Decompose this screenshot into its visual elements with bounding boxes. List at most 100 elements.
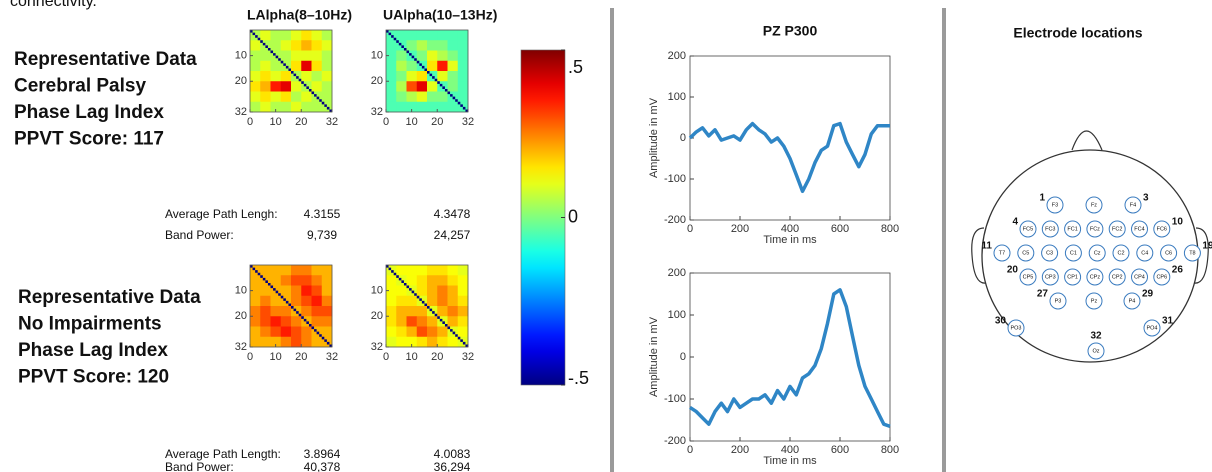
heatmap-cell <box>427 91 438 103</box>
heatmap-cell <box>416 326 428 338</box>
electrode <box>1136 244 1154 262</box>
electrode-label: FC4 <box>1134 226 1144 232</box>
heatmap-cell <box>396 60 407 72</box>
group-label: Phase Lag Index <box>14 102 164 123</box>
stat-value: 9,739 <box>307 228 337 242</box>
ear <box>1193 227 1209 284</box>
heatmap-cell <box>427 30 438 41</box>
heatmap-cell <box>280 101 292 113</box>
heatmap-cell <box>260 265 271 276</box>
heatmap-cell <box>301 50 312 62</box>
heatmap-cell <box>457 71 469 82</box>
x-tick-label: 32 <box>326 351 338 363</box>
heatmap-cell <box>250 81 261 92</box>
x-axis-label: Time in ms <box>763 234 817 246</box>
heatmap-cell <box>291 60 302 72</box>
x-tick-label: 0 <box>247 351 253 363</box>
heatmap-cell <box>311 265 323 276</box>
heatmap-cell <box>447 40 459 51</box>
electrode <box>1049 292 1067 310</box>
heatmap-cell <box>447 101 459 113</box>
heatmap-cell <box>260 81 271 92</box>
heatmap-cell <box>311 81 323 92</box>
y-tick-label: 100 <box>668 309 686 321</box>
x-tick-label: 600 <box>831 223 849 235</box>
heatmap-cell <box>291 101 302 113</box>
heatmap-cell <box>386 91 397 103</box>
y-tick-label: 20 <box>371 75 383 87</box>
electrode-label: CP2 <box>1112 274 1123 280</box>
electrode-label: Cz <box>1094 250 1101 256</box>
heatmap-cell <box>457 40 469 51</box>
heatmap-cell <box>321 326 333 338</box>
heatmap-cell <box>437 30 448 41</box>
y-tick-label: 200 <box>668 267 686 279</box>
electrode <box>1160 244 1178 262</box>
x-tick-label: 800 <box>881 223 899 235</box>
heatmap-cell <box>437 50 448 62</box>
electrode-label: Oz <box>1092 348 1099 354</box>
heatmap-cell <box>250 40 261 51</box>
heatmap-cell <box>280 91 292 103</box>
heatmap-cell <box>427 326 438 338</box>
heatmap-cell <box>301 101 312 113</box>
electrode <box>1108 220 1126 238</box>
electrode <box>1086 268 1104 286</box>
x-tick-label: 200 <box>731 444 749 456</box>
heatmap-cell <box>250 316 261 327</box>
y-tick-label: 100 <box>668 91 686 103</box>
electrodes-title: Electrode locations <box>1013 25 1142 41</box>
heatmap-cell <box>457 30 469 41</box>
heatmap-cell <box>260 285 271 297</box>
heatmap-cell <box>386 275 397 286</box>
y-axis-label: Amplitude in mV <box>648 97 660 178</box>
x-tick-label: 20 <box>431 351 443 363</box>
heatmap-cell <box>447 306 459 317</box>
heatmap-cell <box>406 336 418 348</box>
heatmap-cell <box>406 265 418 276</box>
heatmap-cell <box>427 295 438 307</box>
electrode-label: Fz <box>1091 202 1097 208</box>
heatmap-cell <box>416 101 428 113</box>
stat-label: Band Power: <box>165 228 234 242</box>
electrode-label: CP3 <box>1045 274 1056 280</box>
heatmap-cell <box>386 60 397 72</box>
group-label: PPVT Score: 120 <box>18 367 169 388</box>
heatmap-cell <box>291 316 302 327</box>
heatmap-cell <box>406 316 418 327</box>
heatmap-cell <box>416 316 428 327</box>
heatmap-cell <box>291 275 302 286</box>
heatmap-cell <box>396 30 407 41</box>
electrode <box>1019 268 1037 286</box>
heatmap-cell <box>260 30 271 41</box>
electrode <box>1112 244 1130 262</box>
data-line <box>688 121 890 194</box>
heatmap-cell <box>270 91 282 103</box>
heatmap-cell <box>396 336 407 348</box>
x-tick-label: 20 <box>295 116 307 128</box>
heatmap-cell <box>301 60 312 72</box>
heatmap-cell <box>291 30 302 41</box>
heatmap-cell <box>386 316 397 327</box>
heatmap-cell <box>291 326 302 338</box>
heatmap-cell <box>250 101 261 113</box>
heatmap-cell <box>270 306 282 317</box>
heatmap-cell <box>427 40 438 51</box>
heatmap-cell <box>427 336 438 348</box>
electrode <box>1041 244 1059 262</box>
heatmap-cell <box>270 295 282 307</box>
electrode <box>993 244 1011 262</box>
heatmap-cell <box>280 81 292 92</box>
heatmap-cell <box>321 40 333 51</box>
y-tick-label: 0 <box>680 351 686 363</box>
heatmap-cell <box>406 101 418 113</box>
heatmap-cell <box>416 306 428 317</box>
heatmap-cell <box>301 285 312 297</box>
heatmap-cell <box>301 30 312 41</box>
heatmap-cell <box>321 71 333 82</box>
heatmap-cell <box>250 60 261 72</box>
heatmap-cell <box>386 101 397 113</box>
electrode-label: P4 <box>1129 298 1136 304</box>
column-title: LAlpha(8–10Hz) <box>247 7 352 23</box>
x-tick-label: 600 <box>831 444 849 456</box>
